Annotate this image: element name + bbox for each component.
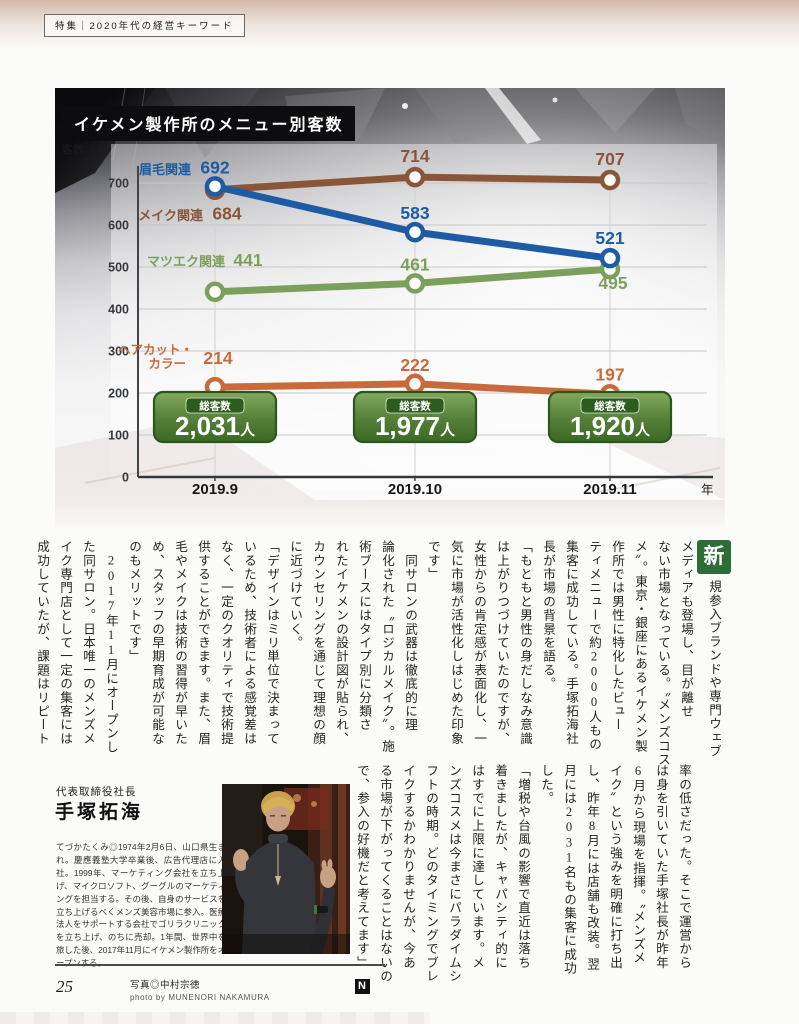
- marker-ヘアカット・カラー-2019.10: [404, 373, 426, 395]
- person-right-hand: [320, 866, 336, 888]
- svg-text:カラー: カラー: [148, 357, 186, 371]
- dropcap-shin: 新: [697, 540, 731, 574]
- svg-text:700: 700: [108, 177, 129, 191]
- svg-text:200: 200: [108, 387, 129, 401]
- article-lower-text: 率の低さだった。そこで運営から は身を引いていた手塚社長が昨年 6月から現場を指…: [355, 764, 691, 984]
- page-number: 25: [56, 977, 73, 996]
- marker-マツエク関連-2019.10: [404, 273, 426, 294]
- svg-text:マツエク関連: マツエク関連: [147, 254, 226, 269]
- x-axis-labels: 2019.9 2019.10 2019.11 年: [192, 481, 713, 498]
- panel-bottom-fade: [55, 497, 725, 531]
- marker-眉毛関連-2019.11: [599, 247, 621, 269]
- svg-text:1,920人: 1,920人: [570, 411, 651, 441]
- profile-name: 手塚拓海: [55, 802, 144, 823]
- photo-credit: 写真◎中村宗徳 photo by MUNENORI NAKAMURA: [130, 977, 270, 1002]
- person-left-hand: [233, 849, 249, 871]
- svg-text:684: 684: [212, 204, 241, 224]
- svg-text:441: 441: [233, 250, 262, 270]
- marker-眉毛関連-2019.10: [404, 221, 426, 243]
- svg-text:583: 583: [400, 203, 429, 223]
- person-watch: [316, 906, 328, 913]
- svg-text:300: 300: [108, 345, 129, 359]
- profile-photo: [222, 784, 350, 954]
- series-眉毛関連: [204, 176, 621, 269]
- svg-text:714: 714: [400, 146, 429, 166]
- person-turtleneck: [268, 834, 288, 843]
- svg-text:197: 197: [595, 364, 624, 384]
- marker-眉毛関連-2019.9: [204, 176, 226, 197]
- svg-text:521: 521: [595, 228, 624, 248]
- profile-bio: てづかたくみ◎1974年2月6日、山口県生まれ。慶應義塾大学卒業後、広告代理店に…: [56, 842, 226, 968]
- photo-credit-jp: 写真◎中村宗徳: [130, 980, 201, 991]
- svg-text:0: 0: [122, 471, 129, 485]
- svg-text:2,031人: 2,031人: [175, 411, 256, 441]
- marker-メイク関連-2019.10: [404, 166, 426, 188]
- svg-text:500: 500: [108, 261, 129, 275]
- svg-text:400: 400: [108, 303, 129, 317]
- svg-text:692: 692: [200, 157, 229, 177]
- svg-text:2019.10: 2019.10: [388, 481, 442, 498]
- photo-credit-en: photo by MUNENORI NAKAMURA: [130, 993, 270, 1002]
- value-labels: 692 583 521 684 714 707 441 461 495 214 222 197 眉毛関連…: [118, 146, 628, 384]
- axes: [137, 166, 713, 481]
- svg-text:600: 600: [108, 219, 129, 233]
- marker-マツエク関連-2019.9: [204, 281, 226, 303]
- header-tag: 特集｜2020年代の経営キーワード: [44, 14, 245, 37]
- article-end-mark-icon: N: [354, 978, 370, 994]
- svg-text:ヘアカット・: ヘアカット・: [118, 343, 193, 357]
- svg-text:707: 707: [595, 149, 624, 169]
- article-lower-block: 率の低さだった。そこで運営から は身を引いていた手塚社長が昨年 6月から現場を指…: [354, 764, 718, 1024]
- svg-text:眉毛関連: 眉毛関連: [139, 162, 192, 177]
- svg-text:461: 461: [400, 254, 429, 274]
- chart-panel: 0 100 200 300 400 500 600 700 692 583 521 684 714 707…: [55, 88, 725, 500]
- svg-text:年: 年: [701, 483, 714, 497]
- svg-text:総客数: 総客数: [199, 400, 231, 413]
- svg-text:222: 222: [400, 355, 429, 375]
- svg-text:1,977人: 1,977人: [375, 411, 456, 441]
- chart-plot: 0 100 200 300 400 500 600 700 692 583 521 684 714 707…: [108, 146, 713, 498]
- chart-y-axis-label: 客数（人）: [62, 144, 117, 156]
- chart-title: イケメン製作所のメニュー別客数: [63, 106, 355, 141]
- marker-メイク関連-2019.11: [599, 169, 621, 191]
- article-upper-block: 新規参入ブランドや専門ウェブ メディアも登場し、目が離せ ない市場となっている。…: [35, 540, 754, 798]
- profile-title: 代表取締役社長: [56, 786, 137, 798]
- footer-rule: [55, 964, 385, 966]
- svg-text:メイク関連: メイク関連: [138, 208, 204, 223]
- person-face: [266, 804, 290, 832]
- person-body: [242, 840, 318, 954]
- menu-customers-chart: 0 100 200 300 400 500 600 700 692 583 521 684 714 707…: [55, 88, 725, 500]
- svg-text:100: 100: [108, 429, 129, 443]
- svg-text:2019.11: 2019.11: [583, 481, 636, 498]
- svg-text:495: 495: [598, 273, 627, 293]
- svg-text:総客数: 総客数: [399, 400, 431, 413]
- svg-text:総客数: 総客数: [594, 400, 626, 413]
- svg-text:214: 214: [203, 348, 232, 368]
- svg-text:2019.9: 2019.9: [192, 481, 238, 498]
- article-upper-text: 規参入ブランドや専門ウェブ メディアも登場し、目が離せ ない市場となっている。〝…: [35, 540, 721, 767]
- bottom-scan-noise: [0, 1012, 430, 1024]
